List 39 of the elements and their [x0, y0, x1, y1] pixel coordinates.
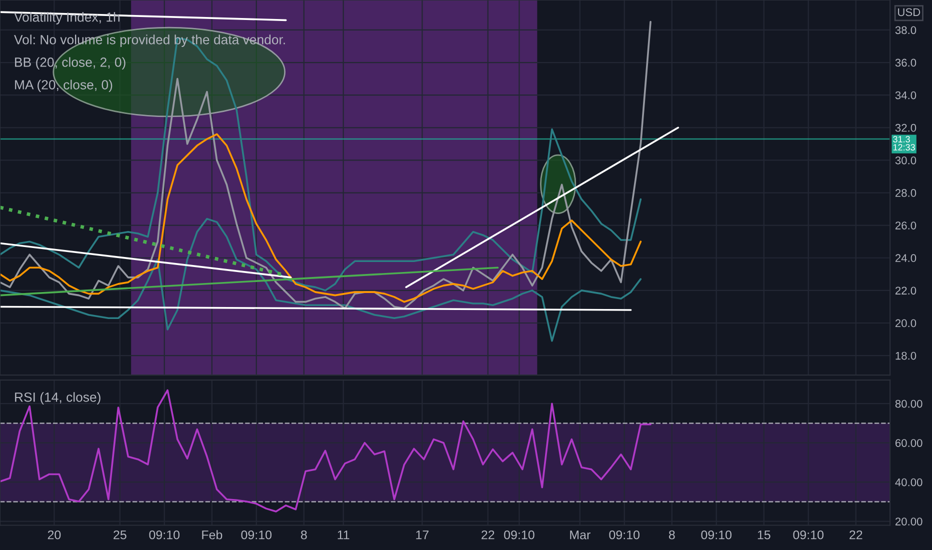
- x-tick-label: 25: [114, 530, 126, 540]
- y-tick-label: 30.0: [895, 156, 916, 164]
- y-tick-label: 22.0: [895, 286, 916, 295]
- text: RSI (14, close): [15, 392, 100, 404]
- y-tick-label: 24.0: [895, 254, 916, 262]
- x-tick-label: Feb: [202, 530, 222, 540]
- y-tick-label: 34.0: [895, 91, 916, 100]
- x-tick-label: 17: [416, 530, 429, 540]
- x-tick-label: 09:10: [793, 530, 824, 540]
- y-tick-label: 18.0: [896, 352, 916, 360]
- x-tick-label: 22: [850, 530, 862, 540]
- y-tick-label: 20.0: [895, 319, 916, 328]
- x-tick-label: 09:10: [241, 530, 272, 540]
- y-tick-label: 60.00: [895, 439, 922, 447]
- ref-line-label: 31.3 12:33: [893, 136, 915, 150]
- y-tick-label: 20.00: [895, 518, 922, 526]
- y-axis-title: USD: [898, 8, 920, 16]
- x-tick-label: 09:10: [609, 530, 640, 540]
- x-tick-label: 09:10: [504, 530, 534, 540]
- y-tick-label: 80.00: [895, 400, 922, 408]
- annotation: MA (20, close, 0): [15, 80, 112, 92]
- x-tick-label: 8: [668, 530, 675, 540]
- x-tick-label: 8: [300, 530, 307, 540]
- x-tick-label: 15: [758, 530, 770, 540]
- line-series: [0, 133, 642, 303]
- y-tick-label: 28.0: [895, 189, 916, 197]
- line-series: [0, 218, 642, 342]
- x-tick-label: 20: [48, 530, 61, 540]
- y-tick-label: 26.0: [895, 222, 916, 230]
- y-tick-label: 32.0: [895, 124, 916, 132]
- x-tick-label: 22: [482, 530, 494, 540]
- y-tick-label: 38.0: [895, 26, 916, 34]
- x-tick-label: 11: [338, 530, 350, 540]
- y-tick-label: 40.00: [895, 478, 922, 486]
- x-tick-label: 09:10: [149, 530, 180, 540]
- x-tick-label: Mar: [570, 530, 590, 540]
- line-series: [0, 389, 652, 512]
- y-tick-label: 36.0: [895, 58, 916, 67]
- x-tick-label: 09:10: [701, 530, 732, 540]
